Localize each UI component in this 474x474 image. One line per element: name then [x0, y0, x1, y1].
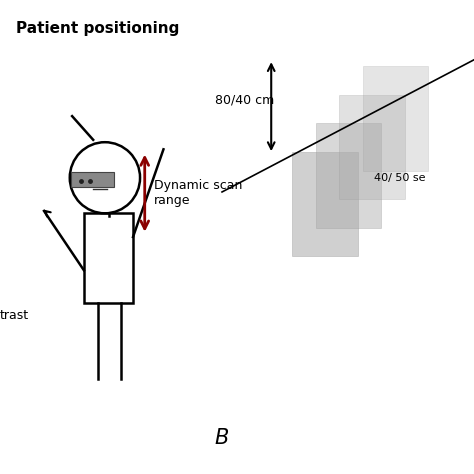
Text: Dynamic scan
range: Dynamic scan range [154, 179, 243, 207]
Text: B: B [215, 428, 229, 448]
Bar [84, 213, 133, 303]
Bar [339, 95, 405, 199]
Bar [316, 123, 381, 228]
Text: trast: trast [0, 309, 28, 322]
Bar [363, 66, 428, 171]
Text: 40/ 50 se: 40/ 50 se [374, 173, 426, 183]
Bar [71, 172, 114, 187]
Text: Patient positioning: Patient positioning [16, 21, 179, 36]
Text: 80/40 cm: 80/40 cm [215, 93, 274, 106]
Bar [292, 152, 358, 256]
